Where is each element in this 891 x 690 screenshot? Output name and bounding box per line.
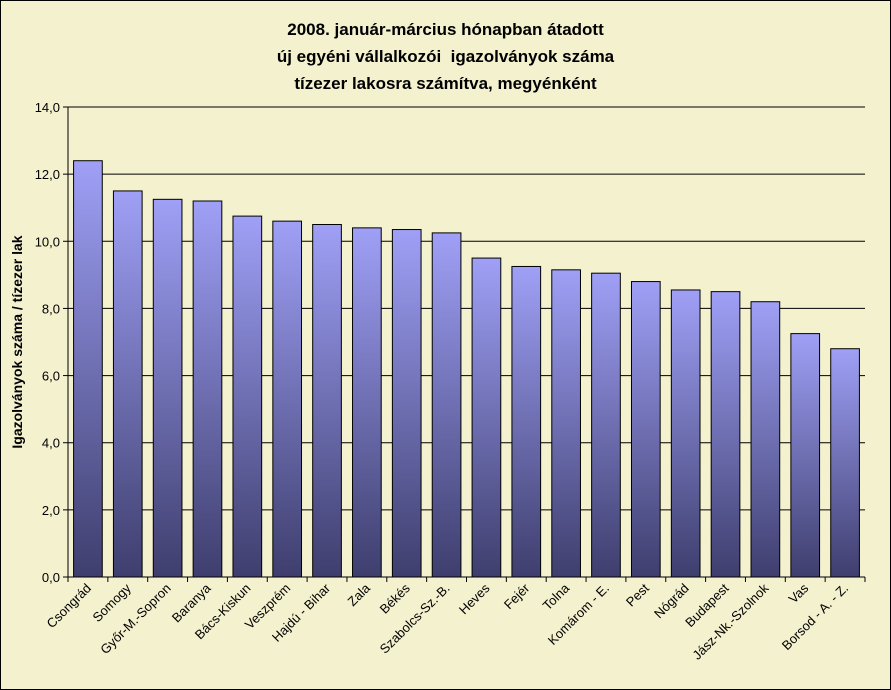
bar xyxy=(232,215,263,578)
y-tick-label: 2,0 xyxy=(42,503,60,518)
bars xyxy=(73,160,860,578)
chart-title-line-3: tízezer lakosra számítva, megyénként xyxy=(294,74,597,93)
bar xyxy=(152,198,183,578)
x-tick-label: Fejér xyxy=(501,580,533,612)
bar xyxy=(670,289,701,578)
y-tick-label: 12,0 xyxy=(35,167,60,182)
y-tick-label: 14,0 xyxy=(35,100,60,115)
x-tick-label: Zala xyxy=(345,580,374,609)
x-tick-label: Szabolcs-Sz.-B. xyxy=(377,581,453,657)
x-tick-label: Csongrád xyxy=(44,581,94,631)
bar xyxy=(192,200,223,578)
bar xyxy=(112,190,143,578)
x-tick-labels: CsongrádSomogyGyőr-M.-SopronBaranyaBács-… xyxy=(44,580,852,663)
bar xyxy=(431,232,462,578)
bar xyxy=(630,281,661,578)
bar xyxy=(511,265,542,578)
bar xyxy=(710,291,741,578)
bar xyxy=(73,160,103,578)
bar xyxy=(591,272,621,578)
bar xyxy=(830,348,860,578)
y-tick-label: 8,0 xyxy=(42,301,60,316)
bar xyxy=(272,220,303,578)
y-axis-label: Igazolványok száma / tízezer lak xyxy=(9,235,25,448)
x-tick-label: Vas xyxy=(786,580,812,606)
x-tick-label: Békés xyxy=(377,580,414,617)
x-tick-label: Pest xyxy=(623,580,652,609)
y-tick-label: 4,0 xyxy=(42,436,60,451)
x-tick-label: Tolna xyxy=(540,580,573,613)
y-tick-label: 0,0 xyxy=(42,570,60,585)
bar xyxy=(551,269,581,578)
bar xyxy=(750,301,781,578)
bar xyxy=(471,257,502,578)
chart-title: 2008. január-március hónapban átadott új… xyxy=(0,16,891,97)
y-tick-label: 10,0 xyxy=(35,234,60,249)
bar xyxy=(312,224,342,578)
y-tick-label: 6,0 xyxy=(42,369,60,384)
chart-title-line-2: új egyéni vállalkozói igazolványok száma xyxy=(276,47,615,66)
bar xyxy=(352,227,382,578)
chart-title-line-1: 2008. január-március hónapban átadott xyxy=(287,20,604,39)
y-tick-labels: 0,0 2,0 4,0 6,0 8,0 10,0 12,0 14,0 xyxy=(35,100,60,585)
bar xyxy=(790,333,821,578)
x-tick-label: Jász-Nk.-Szolnok xyxy=(689,580,771,662)
bar xyxy=(391,229,422,578)
x-tick-label: Heves xyxy=(456,580,493,617)
axes xyxy=(63,106,866,582)
x-tick-label: Győr-M.-Sopron xyxy=(97,581,174,658)
gridlines xyxy=(68,106,865,511)
